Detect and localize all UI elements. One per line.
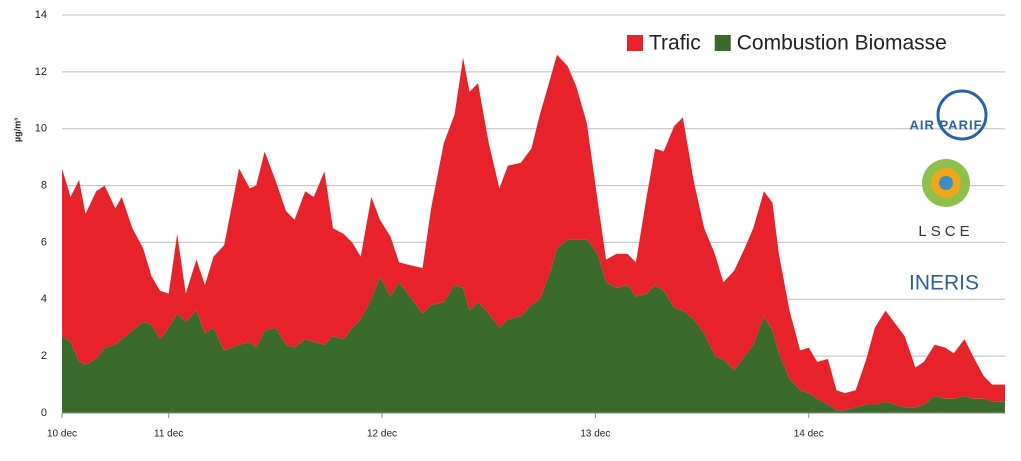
logo-text: AIR PARIF xyxy=(909,117,982,132)
logo-text: LSCE xyxy=(918,223,973,240)
x-tick-label: 10 dec xyxy=(47,429,77,440)
y-axis-label: µg/m³ xyxy=(12,118,22,142)
x-tick-label: 14 dec xyxy=(794,429,824,440)
y-tick-label: 8 xyxy=(41,179,47,191)
y-tick-label: 2 xyxy=(41,350,47,362)
area xyxy=(62,54,1005,411)
y-tick-label: 6 xyxy=(41,236,47,248)
y-tick-label: 0 xyxy=(41,407,47,419)
y-tick-label: 4 xyxy=(41,293,47,305)
logo-mark xyxy=(939,176,953,190)
area xyxy=(62,239,1005,413)
x-tick-label: 11 dec xyxy=(154,429,183,440)
x-tick-label: 12 dec xyxy=(367,429,397,440)
x-tick-label: 13 dec xyxy=(580,429,610,440)
logo-mark xyxy=(936,89,988,141)
y-tick-label: 12 xyxy=(35,66,47,78)
y-tick-label: 10 xyxy=(35,123,47,135)
logo-text: INERIS xyxy=(909,272,979,295)
legend-swatch xyxy=(627,35,643,51)
legend-label: Trafic xyxy=(649,32,701,55)
y-tick-label: 14 xyxy=(35,9,47,21)
legend-swatch xyxy=(714,35,731,51)
legend-label: Combustion Biomasse xyxy=(737,32,947,55)
